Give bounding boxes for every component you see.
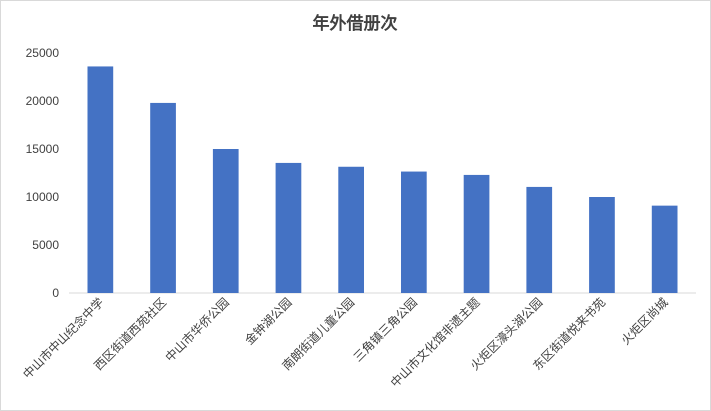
x-tick-label: 火炬区尚城 [618, 295, 670, 347]
bar [275, 162, 302, 293]
x-tick-label: 三角镇三角公园 [351, 295, 420, 364]
bar [150, 102, 176, 293]
chart-title: 年外借册次 [313, 13, 398, 34]
y-tick-label: 5000 [32, 238, 59, 252]
bar [526, 186, 553, 293]
y-tick-label: 0 [52, 286, 59, 300]
bar [338, 166, 365, 293]
bar [651, 205, 678, 293]
x-tick-label: 金钟湖公园 [242, 295, 295, 348]
y-tick-label: 25000 [26, 46, 60, 60]
bar [589, 197, 615, 293]
bar [463, 174, 490, 293]
x-tick-label: 中山市中山纪念中学 [19, 295, 106, 382]
y-tick-label: 15000 [26, 142, 60, 156]
bar [212, 149, 239, 293]
bar [87, 66, 114, 293]
y-tick-label: 10000 [26, 190, 60, 204]
bar [400, 171, 427, 293]
y-tick-label: 20000 [26, 94, 60, 108]
x-tick-label: 中山市华侨公园 [162, 295, 232, 365]
